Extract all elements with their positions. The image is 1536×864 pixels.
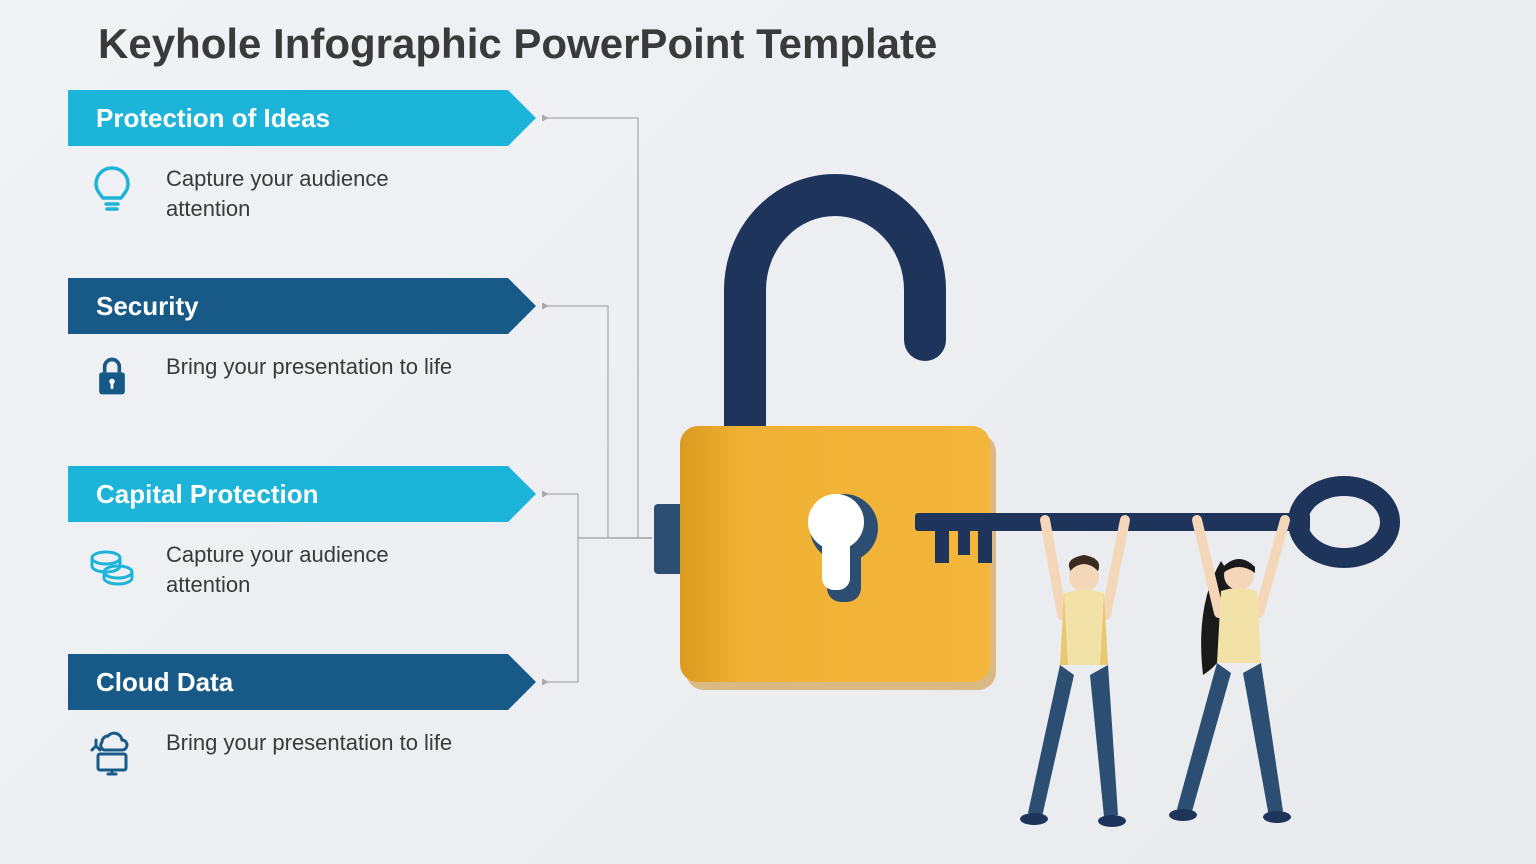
banner-label: Protection of Ideas [96, 103, 330, 134]
lock-side-plate [654, 504, 690, 574]
cloud-monitor-icon [88, 728, 136, 776]
keyhole [808, 494, 878, 602]
banner-capital-protection: Capital Protection [68, 466, 508, 522]
padlock-icon [88, 352, 136, 400]
coins-icon [88, 540, 136, 588]
banner-security: Security [68, 278, 508, 334]
desc-text: Capture your audience attention [166, 540, 476, 599]
lightbulb-icon [88, 164, 136, 212]
banner-label: Cloud Data [96, 667, 233, 698]
desc-text: Bring your presentation to life [166, 352, 452, 382]
desc-text: Capture your audience attention [166, 164, 476, 223]
lock-body-shadow [686, 434, 996, 690]
banner-protection-ideas: Protection of Ideas [68, 90, 508, 146]
person-1 [1020, 520, 1126, 827]
desc-row-security: Bring your presentation to life [88, 352, 452, 400]
desc-row-capital-protection: Capture your audience attention [88, 540, 476, 599]
key [915, 486, 1390, 563]
lock-body [680, 426, 990, 682]
banner-label: Security [96, 291, 199, 322]
desc-row-protection-ideas: Capture your audience attention [88, 164, 476, 223]
banner-cloud-data: Cloud Data [68, 654, 508, 710]
banner-label: Capital Protection [96, 479, 318, 510]
page-title: Keyhole Infographic PowerPoint Template [98, 20, 937, 68]
desc-row-cloud-data: Bring your presentation to life [88, 728, 452, 776]
desc-text: Bring your presentation to life [166, 728, 452, 758]
lock-shackle [745, 195, 925, 426]
person-2 [1169, 520, 1291, 823]
connectors [543, 118, 652, 682]
